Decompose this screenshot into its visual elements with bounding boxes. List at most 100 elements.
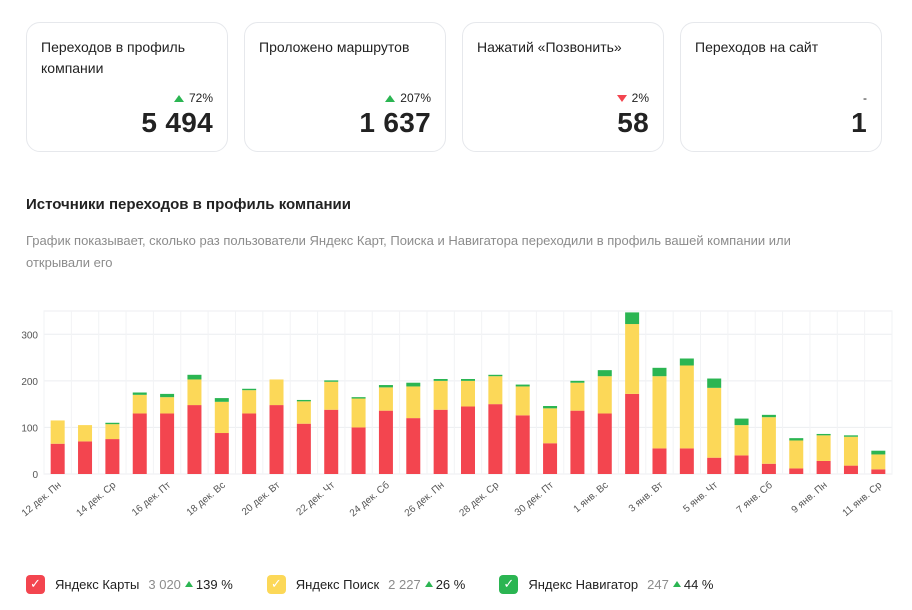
bar-segment[interactable] — [543, 408, 558, 444]
bar-segment[interactable] — [242, 390, 257, 414]
bar-segment[interactable] — [761, 417, 776, 464]
bar-segment[interactable] — [515, 415, 530, 474]
bar-segment[interactable] — [214, 401, 229, 434]
stat-card-routes[interactable]: Проложено маршрутов 207% 1 637 — [244, 22, 446, 152]
bar-segment[interactable] — [160, 413, 175, 474]
bar-segment[interactable] — [132, 413, 147, 474]
bar-segment[interactable] — [871, 469, 886, 474]
bar-segment[interactable] — [378, 387, 393, 411]
bar-segment[interactable] — [625, 324, 640, 394]
bar-segment[interactable] — [433, 380, 448, 410]
bar-segment[interactable] — [50, 443, 65, 474]
bar-segment[interactable] — [707, 378, 722, 388]
bar-segment[interactable] — [515, 384, 530, 387]
bar-segment[interactable] — [843, 435, 858, 437]
bar-segment[interactable] — [324, 381, 339, 410]
bar-segment[interactable] — [789, 440, 804, 469]
bar-segment[interactable] — [269, 379, 284, 406]
bar-segment[interactable] — [406, 386, 421, 419]
legend-item-maps[interactable]: ✓ Яндекс Карты 3 020 139 % — [26, 574, 233, 594]
bar-segment[interactable] — [843, 465, 858, 474]
bar-segment[interactable] — [816, 460, 831, 474]
bar-segment[interactable] — [843, 436, 858, 466]
bar-segment[interactable] — [597, 376, 612, 414]
bar-segment[interactable] — [597, 370, 612, 377]
bar-segment[interactable] — [707, 457, 722, 474]
bar-segment[interactable] — [789, 468, 804, 474]
bar-segment[interactable] — [433, 378, 448, 381]
bar-segment[interactable] — [324, 409, 339, 474]
bar-segment[interactable] — [871, 450, 886, 455]
bar-segment[interactable] — [625, 312, 640, 325]
bar-segment[interactable] — [488, 404, 503, 474]
bar-segment[interactable] — [488, 376, 503, 405]
bar-segment[interactable] — [296, 401, 311, 424]
bar-segment[interactable] — [461, 378, 475, 381]
bar-segment[interactable] — [652, 376, 667, 449]
bar-segment[interactable] — [105, 424, 120, 440]
legend-item-search[interactable]: ✓ Яндекс Поиск 2 227 26 % — [266, 574, 465, 594]
bar-segment[interactable] — [78, 441, 93, 474]
bar-segment[interactable] — [570, 382, 585, 411]
bar-segment[interactable] — [707, 387, 722, 458]
checkbox-checked-icon[interactable]: ✓ — [26, 574, 45, 594]
bar-segment[interactable] — [734, 425, 749, 456]
bar-segment[interactable] — [433, 409, 448, 474]
bar-segment[interactable] — [871, 454, 886, 470]
bar-segment[interactable] — [324, 380, 339, 382]
bar-segment[interactable] — [679, 448, 694, 474]
bar-segment[interactable] — [789, 438, 804, 441]
bar-segment[interactable] — [816, 435, 831, 461]
legend-item-navigator[interactable]: ✓ Яндекс Навигатор 247 44 % — [499, 574, 713, 594]
bar-segment[interactable] — [296, 399, 311, 402]
stat-card-calls[interactable]: Нажатий «Позвонить» 2% 58 — [462, 22, 664, 152]
checkbox-checked-icon[interactable]: ✓ — [499, 574, 519, 594]
bar-segment[interactable] — [488, 374, 503, 377]
stat-card-profile-visits[interactable]: Переходов в профиль компании 72% 5 494 — [26, 22, 228, 152]
bar-segment[interactable] — [160, 397, 175, 414]
bar-segment[interactable] — [652, 367, 667, 377]
bar-segment[interactable] — [132, 394, 147, 414]
bar-segment[interactable] — [652, 448, 667, 474]
bar-segment[interactable] — [105, 422, 120, 425]
bar-segment[interactable] — [187, 374, 202, 380]
bar-segment[interactable] — [105, 439, 120, 474]
checkbox-checked-icon[interactable]: ✓ — [266, 574, 286, 594]
bar-segment[interactable] — [816, 433, 831, 436]
bar-segment[interactable] — [543, 443, 558, 474]
bar-segment[interactable] — [242, 413, 257, 474]
bar-segment[interactable] — [761, 414, 776, 418]
bar-segment[interactable] — [761, 463, 776, 474]
bar-segment[interactable] — [515, 386, 530, 416]
bar-segment[interactable] — [679, 358, 694, 366]
bar-segment[interactable] — [378, 410, 393, 474]
bar-segment[interactable] — [187, 379, 202, 406]
bar-segment[interactable] — [378, 385, 393, 388]
bar-segment[interactable] — [187, 405, 202, 474]
bar-segment[interactable] — [406, 382, 421, 387]
bar-segment[interactable] — [734, 455, 749, 474]
bar-segment[interactable] — [351, 398, 366, 428]
bar-segment[interactable] — [597, 413, 612, 474]
bar-segment[interactable] — [50, 420, 65, 444]
bar-segment[interactable] — [78, 425, 93, 442]
bar-segment[interactable] — [132, 392, 147, 395]
bar-segment[interactable] — [734, 418, 749, 426]
bar-segment[interactable] — [351, 427, 366, 474]
bar-segment[interactable] — [570, 380, 585, 383]
bar-segment[interactable] — [296, 423, 311, 474]
bar-segment[interactable] — [214, 398, 229, 402]
bar-segment[interactable] — [679, 365, 694, 449]
bar-segment[interactable] — [461, 380, 475, 407]
bar-segment[interactable] — [351, 397, 366, 399]
bar-segment[interactable] — [570, 410, 585, 474]
bar-segment[interactable] — [625, 393, 640, 474]
bar-segment[interactable] — [214, 433, 229, 474]
bar-segment[interactable] — [269, 405, 284, 474]
bar-segment[interactable] — [461, 406, 475, 474]
bar-segment[interactable] — [406, 418, 421, 474]
bar-segment[interactable] — [543, 406, 558, 409]
stat-card-site-visits[interactable]: Переходов на сайт - 1 — [680, 22, 882, 152]
bar-segment[interactable] — [160, 393, 175, 398]
bar-segment[interactable] — [242, 388, 257, 391]
